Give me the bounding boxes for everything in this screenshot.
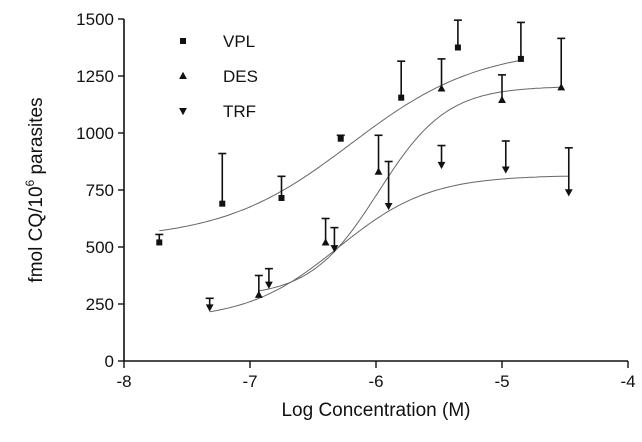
error-bars bbox=[155, 19, 573, 308]
y-tick-label: 500 bbox=[86, 238, 114, 257]
legend-marker-des bbox=[179, 71, 187, 79]
fit-curve-vpl bbox=[159, 59, 521, 232]
data-point-des bbox=[437, 84, 446, 92]
y-tick-label: 750 bbox=[86, 181, 114, 200]
data-point-vpl bbox=[517, 55, 524, 62]
legend: VPL DES TRF bbox=[179, 32, 258, 121]
data-point-des bbox=[374, 167, 383, 175]
legend-marker-trf bbox=[179, 108, 187, 116]
data-point-vpl bbox=[156, 239, 163, 246]
axes: -8 -7 -6 -5 -4 0 250 500 750 1000 1250 1500 bbox=[76, 10, 635, 391]
data-point-trf bbox=[384, 202, 393, 211]
y-ticks: 0 250 500 750 1000 1250 1500 bbox=[76, 10, 124, 371]
y-axis-title-prefix: fmol CQ/10 bbox=[26, 186, 47, 282]
data-point-vpl bbox=[454, 44, 461, 51]
y-tick-label: 1250 bbox=[76, 67, 114, 86]
y-axis-title-suffix: parasites bbox=[26, 97, 47, 179]
data-point-trf bbox=[501, 166, 510, 174]
data-point-trf bbox=[330, 245, 339, 253]
x-tick-label: -4 bbox=[620, 372, 635, 391]
legend-marker-vpl bbox=[180, 38, 186, 44]
x-tick-label: -8 bbox=[116, 372, 131, 391]
legend-label-vpl: VPL bbox=[223, 32, 255, 51]
x-ticks: -8 -7 -6 -5 -4 bbox=[116, 361, 636, 391]
data-point-trf bbox=[564, 189, 573, 197]
data-point-trf bbox=[265, 281, 273, 289]
fit-curves bbox=[159, 59, 569, 313]
data-point-des bbox=[557, 83, 566, 91]
data-point-trf bbox=[437, 161, 446, 170]
data-point-trf bbox=[205, 304, 214, 312]
y-axis-title: fmol CQ/106 parasites bbox=[23, 97, 47, 282]
y-tick-label: 1500 bbox=[76, 10, 114, 29]
data-point-vpl bbox=[278, 194, 285, 201]
data-point-des bbox=[321, 238, 330, 246]
data-point-des bbox=[254, 290, 263, 298]
x-tick-label: -6 bbox=[368, 372, 383, 391]
fit-curve-des bbox=[258, 86, 562, 292]
data-points bbox=[156, 44, 573, 312]
y-tick-label: 0 bbox=[105, 352, 114, 371]
x-axis-title: Log Concentration (M) bbox=[281, 400, 470, 421]
y-axis-title-superscript: 6 bbox=[23, 179, 37, 186]
data-point-vpl bbox=[219, 200, 226, 207]
legend-label-trf: TRF bbox=[223, 102, 256, 121]
fit-curve-trf bbox=[209, 175, 569, 313]
x-tick-label: -7 bbox=[242, 372, 257, 391]
y-tick-label: 1000 bbox=[76, 124, 114, 143]
data-point-vpl bbox=[337, 135, 344, 142]
x-tick-label: -5 bbox=[494, 372, 509, 391]
data-point-des bbox=[498, 95, 506, 103]
y-tick-label: 250 bbox=[86, 295, 114, 314]
data-point-vpl bbox=[398, 94, 405, 101]
legend-label-des: DES bbox=[223, 67, 258, 86]
